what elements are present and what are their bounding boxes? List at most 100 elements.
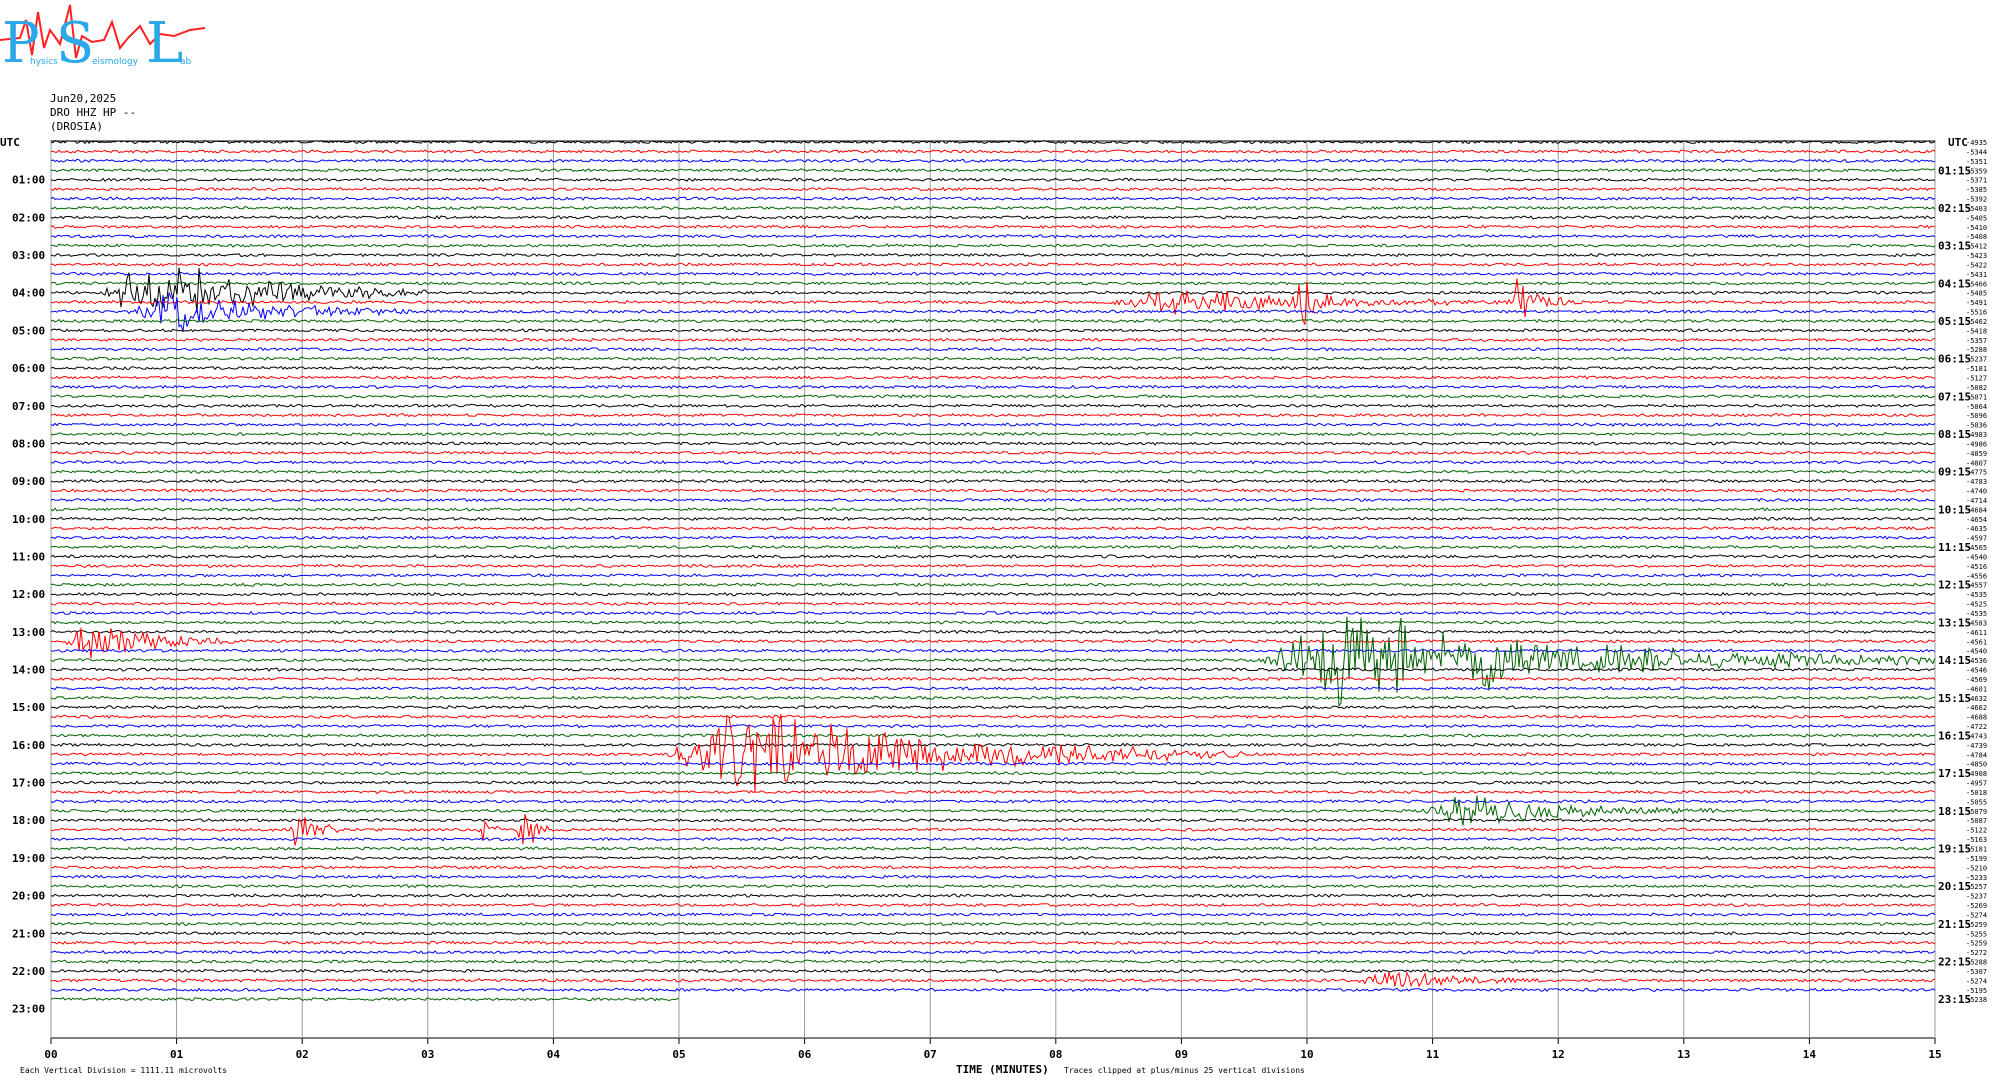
seismic-trace: [50, 959, 1936, 964]
hour-label-left: 18:00: [12, 814, 45, 827]
trace-mean-label: -5431: [1966, 271, 1987, 279]
hour-label-left: 06:00: [12, 362, 45, 375]
trace-mean-label: -4632: [1966, 695, 1987, 703]
trace-mean-label: -5385: [1966, 186, 1987, 194]
trace-mean-label: -5064: [1966, 403, 1987, 411]
trace-mean-label: -5371: [1966, 177, 1987, 185]
hour-label-right: 08:15: [1938, 428, 1971, 441]
trace-mean-label: -5408: [1966, 233, 1987, 241]
trace-mean-label: -5055: [1966, 798, 1987, 806]
trace-mean-label: -4583: [1966, 619, 1987, 627]
trace-mean-label: -5181: [1966, 365, 1987, 373]
trace-mean-label: -4739: [1966, 742, 1987, 750]
logo-letter-s: S: [56, 11, 94, 70]
x-tick-label: 00: [44, 1048, 57, 1061]
seismic-trace: [50, 968, 1936, 974]
trace-mean-label: -5392: [1966, 196, 1987, 204]
seismic-trace: [51, 930, 1936, 936]
trace-mean-label: -4784: [1966, 751, 1987, 759]
hour-label-right: 14:15: [1938, 654, 1971, 667]
seismic-trace: [50, 497, 1936, 503]
trace-mean-label: -5307: [1966, 968, 1987, 976]
seismic-trace: [50, 713, 1936, 793]
seismic-trace: [50, 450, 1936, 456]
seismic-trace: [50, 813, 1936, 846]
seismic-trace: [50, 337, 1936, 343]
trace-mean-label: -5491: [1966, 299, 1987, 307]
seismic-trace: [50, 601, 1936, 606]
trace-mean-label: -5163: [1966, 836, 1987, 844]
hour-label-right: 21:15: [1938, 918, 1971, 931]
logo-subtext-1: hysics: [30, 57, 58, 67]
hour-label-right: 13:15: [1938, 616, 1971, 629]
seismic-trace: [50, 478, 1936, 484]
seismic-trace: [50, 318, 1936, 324]
x-tick-label: 06: [798, 1048, 812, 1061]
hour-label-right: 22:15: [1938, 956, 1971, 969]
seismic-trace: [50, 186, 1936, 192]
x-tick-label: 02: [296, 1048, 309, 1061]
trace-mean-label: -5082: [1966, 384, 1987, 392]
seismic-trace: [50, 413, 1936, 418]
seismic-trace: [50, 205, 1936, 211]
trace-mean-label: -5127: [1966, 375, 1987, 383]
trace-mean-label: -4525: [1966, 601, 1987, 609]
trace-mean-label: -4536: [1966, 657, 1987, 665]
seismic-trace: [50, 441, 1936, 446]
trace-mean-label: -4684: [1966, 506, 1987, 514]
seismic-trace: [50, 795, 1936, 826]
trace-mean-label: -5079: [1966, 808, 1987, 816]
trace-mean-label: -5422: [1966, 261, 1987, 269]
footer-right-note: Traces clipped at plus/minus 25 vertical…: [1064, 1066, 1305, 1075]
seismic-trace: [50, 987, 1936, 993]
header-date: Jun20,2025: [50, 92, 117, 105]
seismic-trace: [50, 770, 1936, 776]
seismic-trace: [50, 714, 1936, 719]
trace-mean-label: -5259: [1966, 921, 1987, 929]
hour-label-left: 13:00: [12, 626, 45, 639]
hour-label-left: 20:00: [12, 890, 45, 903]
hour-label-right: 09:15: [1938, 466, 1971, 479]
trace-mean-label: -5466: [1966, 280, 1987, 288]
trace-mean-label: -5423: [1966, 252, 1987, 260]
trace-mean-label: -4540: [1966, 648, 1987, 656]
seismic-trace: [50, 267, 1935, 313]
hour-label-right: 02:15: [1938, 202, 1971, 215]
trace-mean-label: -5238: [1966, 996, 1987, 1004]
hour-label-right: 01:15: [1938, 164, 1971, 177]
trace-mean-label: -5237: [1966, 356, 1987, 364]
seismic-trace: [50, 874, 1936, 879]
seismic-trace: [50, 893, 1936, 898]
x-tick-label: 08: [1049, 1048, 1062, 1061]
x-tick-label: 15: [1928, 1048, 1941, 1061]
trace-mean-label: -4601: [1966, 685, 1987, 693]
trace-mean-label: -5344: [1966, 148, 1987, 156]
seismic-trace: [50, 676, 1936, 682]
axis-labels: UTC UTC TIME (MINUTES) Each Vertical Div…: [0, 136, 1987, 1076]
x-tick-label: 03: [421, 1048, 434, 1061]
trace-mean-label: -4654: [1966, 516, 1987, 524]
hour-label-left: 21:00: [12, 927, 45, 940]
plot-frame: [50, 140, 1936, 1039]
hour-label-left: 19:00: [12, 852, 45, 865]
seismic-trace: [50, 789, 1936, 795]
seismic-trace: [50, 971, 1936, 988]
seismic-trace: [50, 262, 1936, 267]
seismic-trace: [50, 403, 1936, 409]
x-tick-label: 12: [1552, 1048, 1565, 1061]
trace-mean-label: -4775: [1966, 469, 1987, 477]
hour-label-left: 12:00: [12, 588, 45, 601]
hour-label-left: 11:00: [12, 550, 45, 563]
seismic-trace: [50, 271, 1936, 277]
hour-label-right: 18:15: [1938, 805, 1971, 818]
hour-label-right: 19:15: [1938, 843, 1971, 856]
seismic-trace: [50, 233, 1936, 239]
hour-label-left: 03:00: [12, 249, 45, 262]
seismic-trace: [50, 780, 1936, 785]
seismic-trace: [50, 591, 1936, 597]
x-tick-label: 13: [1677, 1048, 1690, 1061]
seismic-trace: [50, 278, 1935, 325]
trace-mean-label: -4743: [1966, 732, 1987, 740]
minute-grid: [50, 140, 1936, 1044]
